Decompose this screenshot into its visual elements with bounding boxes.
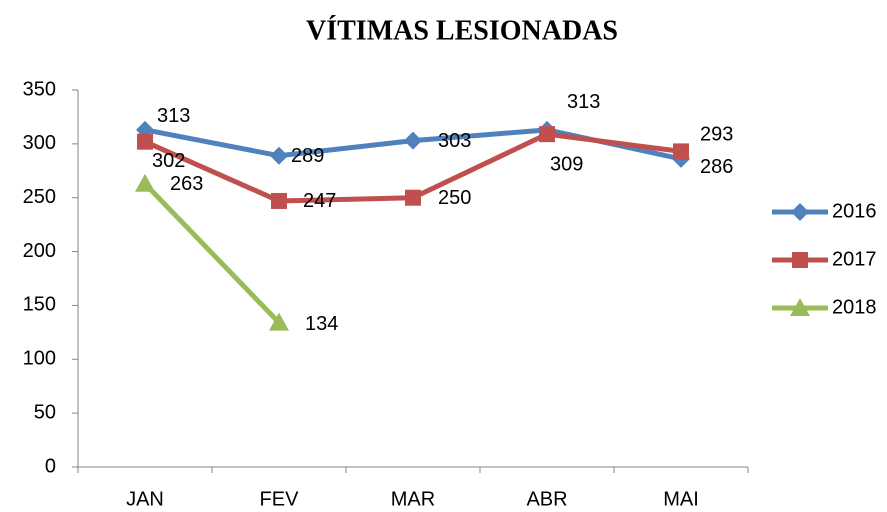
y-tick-label: 350 xyxy=(23,78,56,100)
x-tick-label: JAN xyxy=(126,488,164,510)
legend-marker xyxy=(792,252,808,268)
data-label: 309 xyxy=(550,153,583,175)
data-point xyxy=(404,131,422,150)
data-label: 289 xyxy=(291,145,324,167)
data-label: 302 xyxy=(152,150,185,172)
data-point xyxy=(539,126,555,143)
legend-marker xyxy=(791,203,809,221)
legend-label: 2016 xyxy=(832,200,877,222)
data-label: 313 xyxy=(157,105,190,127)
legend-label: 2018 xyxy=(832,296,877,318)
data-label: 263 xyxy=(170,173,203,195)
data-point xyxy=(270,146,288,165)
y-tick-label: 50 xyxy=(34,401,56,423)
data-label: 286 xyxy=(700,156,733,178)
legend-marker xyxy=(790,298,810,316)
data-point xyxy=(673,143,689,160)
data-point xyxy=(271,192,287,209)
data-label: 303 xyxy=(438,130,471,152)
y-tick-label: 100 xyxy=(23,348,56,370)
chart-title: VÍTIMAS LESIONADAS xyxy=(306,15,618,46)
x-tick-label: MAR xyxy=(391,488,435,510)
series-line xyxy=(143,181,281,325)
data-label: 250 xyxy=(438,187,471,209)
x-tick-label: ABR xyxy=(526,488,567,510)
data-point xyxy=(137,133,153,150)
data-label: 313 xyxy=(567,91,600,113)
data-label: 247 xyxy=(303,190,336,212)
data-point xyxy=(135,173,155,192)
data-point xyxy=(269,312,289,331)
y-tick-label: 150 xyxy=(23,294,56,316)
x-tick-label: FEV xyxy=(260,488,300,510)
data-label: 134 xyxy=(305,313,338,335)
y-tick-label: 0 xyxy=(45,455,56,477)
y-tick-label: 200 xyxy=(23,240,56,262)
data-point xyxy=(405,189,421,206)
y-tick-label: 300 xyxy=(23,132,56,154)
x-tick-label: MAI xyxy=(663,488,699,510)
y-tick-label: 250 xyxy=(23,186,56,208)
legend-label: 2017 xyxy=(832,248,877,270)
data-label: 293 xyxy=(700,124,733,146)
